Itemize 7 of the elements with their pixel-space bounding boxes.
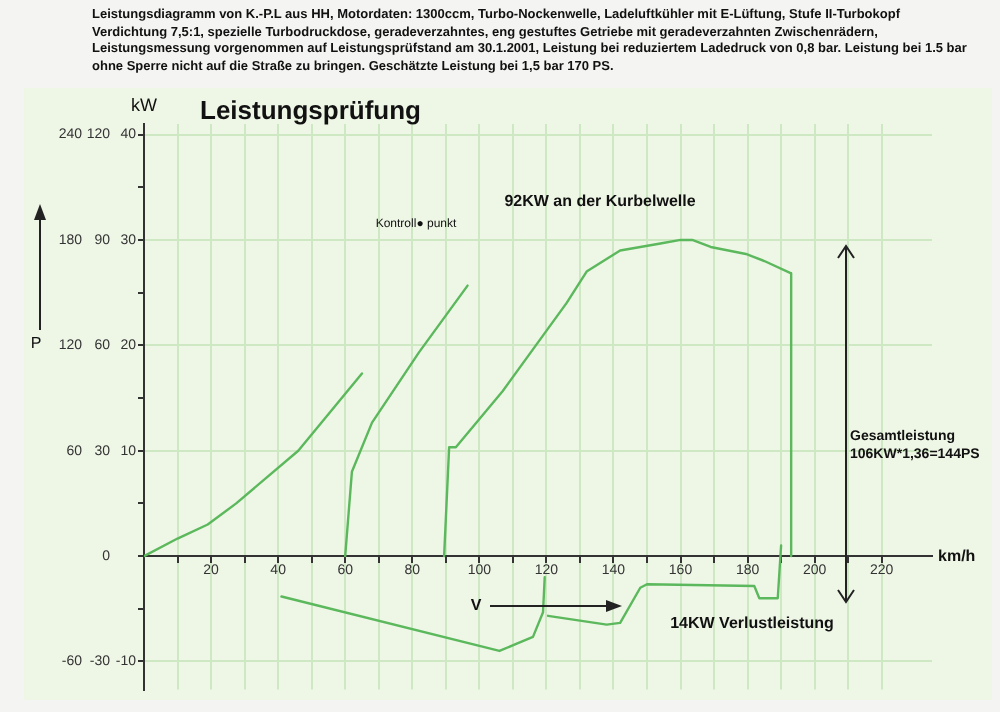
y2-axis-title: P <box>30 334 42 353</box>
chart-title: Leistungsprüfung <box>200 95 422 126</box>
annotation: 92KW an der Kurbelwelle <box>504 192 697 211</box>
text: kW <box>131 94 158 115</box>
annotation: V <box>470 596 483 615</box>
annotation: 14KW Verlustleistung <box>670 614 835 633</box>
x-axis-title: km/h <box>938 546 976 565</box>
